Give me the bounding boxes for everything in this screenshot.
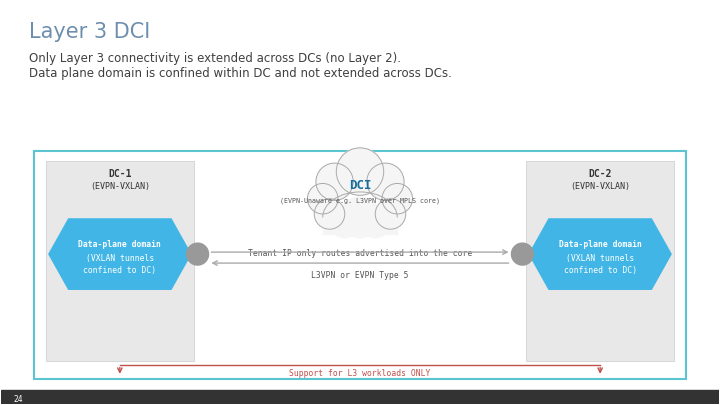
- Text: (VXLAN tunnels: (VXLAN tunnels: [86, 254, 154, 262]
- Circle shape: [307, 183, 338, 214]
- Circle shape: [360, 207, 390, 238]
- Text: confined to DC): confined to DC): [564, 266, 636, 275]
- Bar: [526, 162, 674, 361]
- Circle shape: [340, 197, 380, 238]
- Text: confined to DC): confined to DC): [84, 266, 156, 275]
- Bar: [46, 162, 194, 361]
- Text: Data-plane domain: Data-plane domain: [559, 240, 642, 249]
- Text: Data-plane domain: Data-plane domain: [78, 240, 161, 249]
- Bar: [323, 209, 397, 234]
- Text: (VXLAN tunnels: (VXLAN tunnels: [566, 254, 634, 262]
- Bar: [1, 390, 719, 403]
- Text: Only Layer 3 connectivity is extended across DCs (no Layer 2).: Only Layer 3 connectivity is extended ac…: [30, 52, 401, 65]
- Circle shape: [511, 243, 534, 265]
- Text: L3VPN or EVPN Type 5: L3VPN or EVPN Type 5: [311, 271, 409, 279]
- Text: Support for L3 workloads ONLY: Support for L3 workloads ONLY: [289, 369, 431, 378]
- Circle shape: [336, 148, 384, 195]
- Text: (EVPN-VXLAN): (EVPN-VXLAN): [570, 182, 630, 191]
- Text: Data plane domain is confined within DC and not extended across DCs.: Data plane domain is confined within DC …: [30, 67, 452, 80]
- Circle shape: [186, 243, 209, 265]
- Circle shape: [314, 199, 345, 229]
- Circle shape: [375, 199, 406, 229]
- Polygon shape: [528, 218, 672, 290]
- Circle shape: [366, 163, 404, 200]
- Text: 24: 24: [13, 395, 23, 404]
- Circle shape: [382, 183, 413, 214]
- Bar: [34, 151, 686, 379]
- Text: DC-2: DC-2: [588, 169, 612, 179]
- Text: Tenant IP only routes advertised into the core: Tenant IP only routes advertised into th…: [248, 249, 472, 258]
- Text: Layer 3 DCI: Layer 3 DCI: [30, 22, 150, 42]
- Text: (EVPN-Unaware e.g. L3VPN over MPLS core): (EVPN-Unaware e.g. L3VPN over MPLS core): [280, 197, 440, 204]
- Circle shape: [316, 163, 354, 200]
- Text: DCI: DCI: [348, 179, 372, 192]
- Text: (EVPN-VXLAN): (EVPN-VXLAN): [90, 182, 150, 191]
- Text: DC-1: DC-1: [108, 169, 132, 179]
- Circle shape: [330, 207, 360, 238]
- Polygon shape: [48, 218, 192, 290]
